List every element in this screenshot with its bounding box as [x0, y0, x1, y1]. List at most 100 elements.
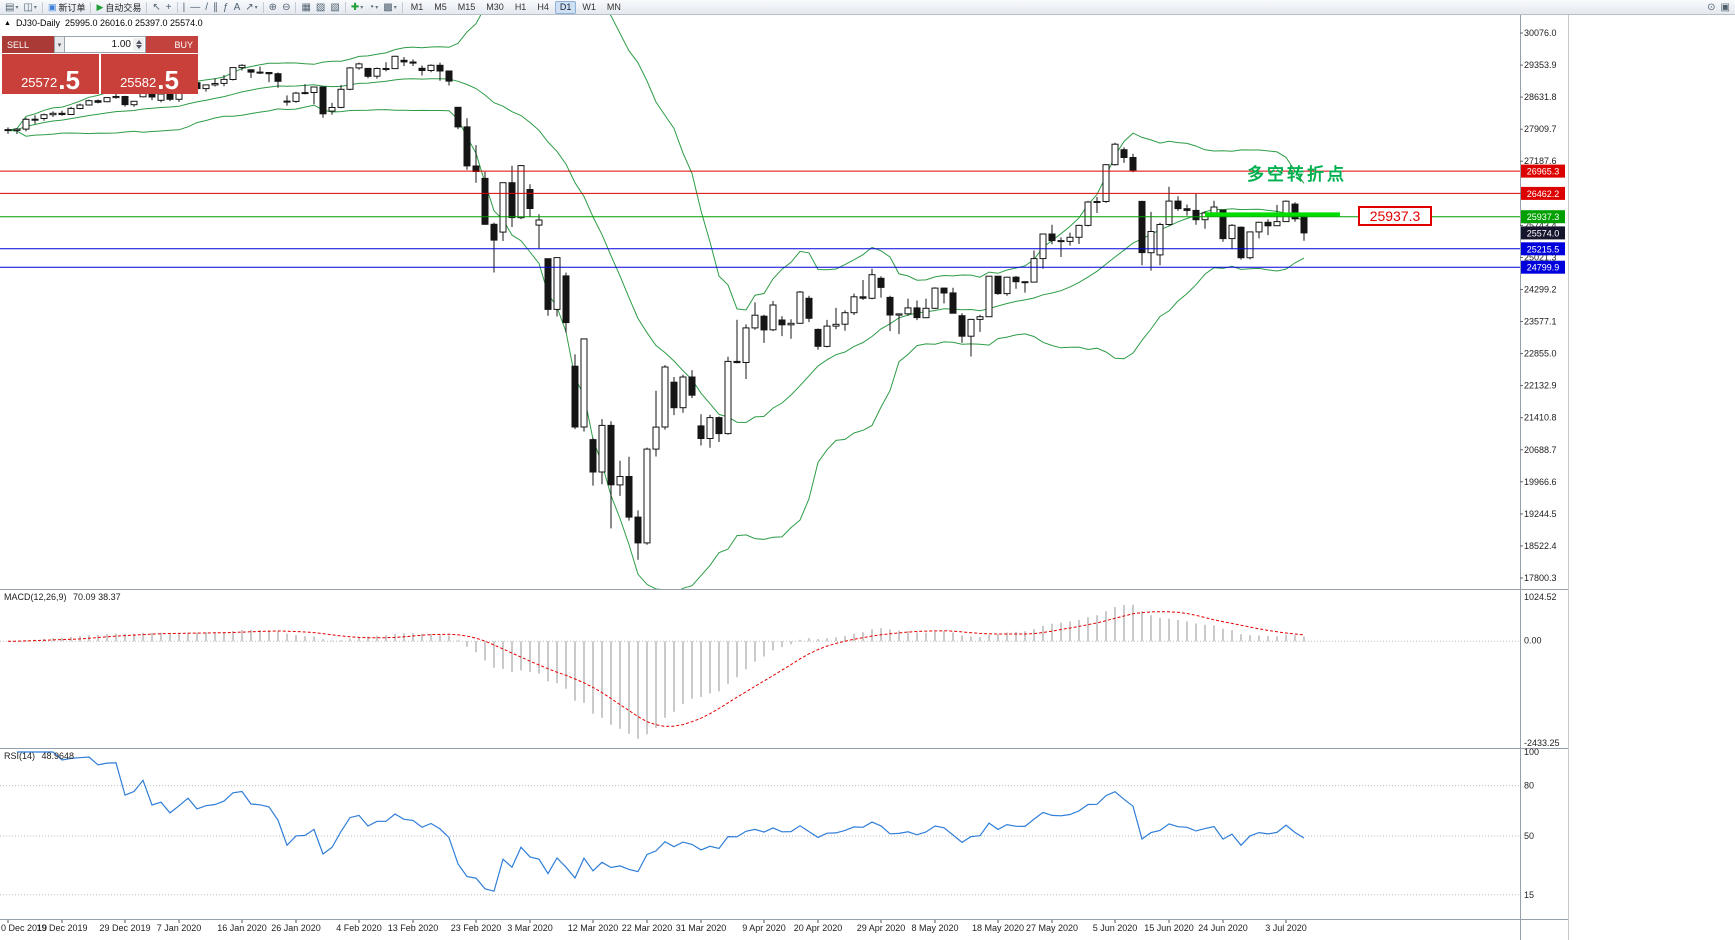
- zoom-in-icon[interactable]: ⊕: [267, 1, 279, 14]
- symbol-label: DJ30-Daily: [15, 18, 60, 28]
- channel-icon[interactable]: ∥: [211, 1, 220, 14]
- chevron-down-icon: ▾: [57, 41, 62, 49]
- collapse-panel-icon[interactable]: ▲: [4, 19, 11, 27]
- svg-text:26 Jan 2020: 26 Jan 2020: [271, 923, 321, 933]
- chart-shift-icon: ▧: [330, 1, 340, 13]
- timeframe-h1[interactable]: H1: [514, 2, 527, 12]
- svg-text:29 Dec 2019: 29 Dec 2019: [99, 923, 150, 933]
- volume-field[interactable]: 1.00: [65, 36, 146, 53]
- chevron-down-icon: ▾: [254, 4, 258, 11]
- chevron-down-icon: ▾: [393, 4, 397, 11]
- timeframe-w1[interactable]: W1: [582, 2, 596, 12]
- svg-text:7 Jan 2020: 7 Jan 2020: [157, 923, 202, 933]
- zoom-out-icon[interactable]: ⊖: [280, 1, 292, 14]
- macd-indicator-label: MACD(12,26,9) 70.09 38.37: [4, 592, 125, 602]
- text-tool-icon: A: [233, 1, 241, 13]
- timeframe-m5[interactable]: M5: [434, 2, 447, 12]
- volume-value: 1.00: [111, 39, 131, 50]
- autotrade-button[interactable]: ▶ 自动交易: [94, 1, 143, 14]
- svg-text:19 Dec 2019: 19 Dec 2019: [36, 923, 87, 933]
- new-chart-icon[interactable]: ▤ ▾: [3, 1, 20, 14]
- cursor-icon: ↖: [152, 1, 161, 13]
- svg-text:23577.1: 23577.1: [1524, 317, 1557, 327]
- timeframe-h4[interactable]: H4: [537, 2, 549, 12]
- channel-icon: ∥: [213, 1, 219, 13]
- text-tool-icon[interactable]: A: [232, 1, 243, 14]
- macd-name: MACD(12,26,9): [4, 592, 67, 602]
- cursor-icon[interactable]: ↖: [150, 1, 162, 14]
- help-icon[interactable]: ▣: [1719, 1, 1732, 14]
- volume-dropdown[interactable]: ▾: [54, 36, 65, 53]
- toolbar-separator: [41, 1, 43, 13]
- crosshair-icon: +: [165, 1, 172, 13]
- svg-text:1024.52: 1024.52: [1524, 592, 1557, 602]
- toolbar-separator: [344, 1, 346, 13]
- timeframe-m1[interactable]: M1: [410, 2, 424, 12]
- vertical-line-icon[interactable]: |: [181, 1, 188, 14]
- periods-icon[interactable]: ◔ ▾: [366, 1, 380, 14]
- svg-text:25215.5: 25215.5: [1527, 244, 1560, 254]
- buy-label[interactable]: BUY: [146, 36, 198, 53]
- new-order-button[interactable]: ▣ 新订单: [46, 1, 88, 14]
- svg-text:27187.6: 27187.6: [1524, 156, 1557, 166]
- volume-stepper[interactable]: [133, 38, 144, 51]
- svg-text:3 Mar 2020: 3 Mar 2020: [507, 923, 553, 933]
- sell-price-button[interactable]: 25572 .5: [2, 54, 99, 94]
- ohlc-values: 25995.0 26016.0 25397.0 25574.0: [64, 18, 203, 28]
- toolbar-separator: [262, 1, 264, 13]
- timeframe-m15[interactable]: M15: [457, 2, 476, 12]
- svg-text:12 Mar 2020: 12 Mar 2020: [568, 923, 619, 933]
- tile-windows-icon[interactable]: ▦: [299, 1, 312, 14]
- search-icon[interactable]: ⊙: [1705, 1, 1717, 14]
- one-click-trading-panel: SELL ▾ 1.00 BUY 25572 .5 25582 .5: [2, 36, 198, 94]
- svg-text:100: 100: [1524, 747, 1539, 757]
- auto-scroll-icon: ▨: [315, 1, 326, 13]
- horizontal-line-icon: —: [190, 1, 201, 13]
- svg-text:26965.3: 26965.3: [1527, 167, 1560, 177]
- svg-text:26462.2: 26462.2: [1527, 189, 1560, 199]
- trendline-icon[interactable]: /: [203, 1, 210, 14]
- chart-profiles-icon[interactable]: ◫ ▾: [21, 1, 38, 14]
- horizontal-line-icon[interactable]: —: [188, 1, 202, 14]
- templates-icon[interactable]: ▩ ▾: [381, 1, 398, 14]
- buy-price-button[interactable]: 25582 .5: [101, 54, 198, 94]
- svg-text:22132.9: 22132.9: [1524, 381, 1557, 391]
- svg-text:27909.7: 27909.7: [1524, 124, 1557, 134]
- timeframe-m30[interactable]: M30: [486, 2, 504, 12]
- indicators-icon[interactable]: ✚ ▾: [349, 1, 365, 14]
- toolbar-separator: [176, 1, 178, 13]
- svg-text:0 Dec 2019: 0 Dec 2019: [1, 923, 47, 933]
- indicators-icon: ✚: [350, 1, 360, 13]
- arrows-tool-icon[interactable]: ↗ ▾: [243, 1, 259, 14]
- stepper-up-icon[interactable]: [135, 40, 142, 44]
- svg-text:30076.0: 30076.0: [1524, 28, 1557, 38]
- svg-text:50: 50: [1524, 831, 1534, 841]
- timeframe-mn[interactable]: MN: [606, 2, 621, 12]
- svg-text:19244.5: 19244.5: [1524, 509, 1557, 519]
- vertical-line-icon: |: [182, 1, 186, 13]
- templates-icon: ▩: [383, 1, 393, 13]
- svg-text:23 Feb 2020: 23 Feb 2020: [451, 923, 502, 933]
- svg-text:19966.6: 19966.6: [1524, 477, 1557, 487]
- auto-scroll-icon[interactable]: ▨: [314, 1, 327, 14]
- svg-text:17800.3: 17800.3: [1524, 573, 1557, 583]
- svg-text:18522.4: 18522.4: [1524, 541, 1557, 551]
- price-callout-label: 25937.3: [1358, 206, 1432, 226]
- sell-label[interactable]: SELL: [2, 36, 54, 53]
- crosshair-icon[interactable]: +: [164, 1, 174, 14]
- chart-shift-icon[interactable]: ▧: [328, 1, 341, 14]
- fibonacci-icon[interactable]: ƒ: [221, 1, 231, 14]
- rsi-value: 48.9648: [41, 751, 75, 761]
- toolbar-separator: [90, 1, 92, 13]
- stepper-down-icon[interactable]: [135, 45, 142, 49]
- fibonacci-icon: ƒ: [223, 1, 229, 13]
- svg-text:0.00: 0.00: [1524, 635, 1542, 645]
- search-icon: ⊙: [1707, 1, 1716, 13]
- turning-point-annotation: 多空转折点: [1247, 165, 1347, 184]
- svg-text:21410.8: 21410.8: [1524, 413, 1557, 423]
- timeframe-d1[interactable]: D1: [554, 0, 577, 14]
- svg-text:22855.0: 22855.0: [1524, 349, 1557, 359]
- svg-text:8 May 2020: 8 May 2020: [911, 923, 958, 933]
